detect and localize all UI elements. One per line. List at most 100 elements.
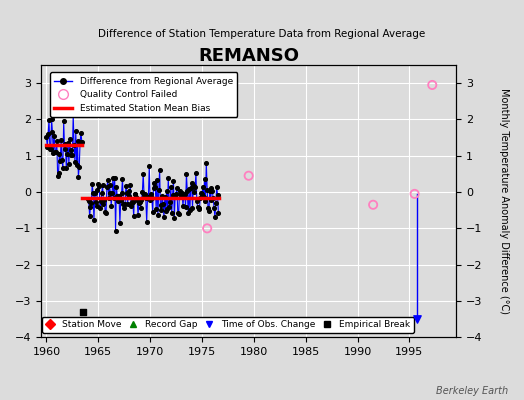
Point — [120, 204, 128, 211]
Point — [64, 140, 72, 146]
Point — [84, 196, 92, 202]
Point — [116, 220, 124, 226]
Point — [194, 206, 203, 212]
Point — [129, 213, 138, 219]
Point — [55, 151, 63, 157]
Point — [151, 184, 159, 191]
Point — [168, 192, 177, 198]
Point — [146, 197, 155, 203]
Point — [54, 170, 63, 176]
Point — [369, 202, 377, 208]
Point — [152, 206, 160, 212]
Point — [51, 149, 59, 156]
Point — [128, 198, 136, 205]
Point — [92, 199, 100, 206]
Point — [52, 138, 61, 144]
Point — [89, 190, 97, 196]
Point — [202, 160, 211, 166]
Point — [245, 172, 253, 179]
Point — [193, 198, 201, 204]
Point — [196, 195, 204, 202]
Point — [69, 112, 78, 118]
Point — [161, 194, 169, 200]
Point — [167, 184, 175, 190]
Point — [157, 202, 166, 208]
Point — [47, 116, 56, 122]
Point — [133, 197, 141, 204]
Point — [201, 198, 210, 204]
Point — [141, 191, 149, 198]
Point — [150, 185, 159, 191]
Point — [94, 181, 103, 188]
Point — [169, 178, 178, 184]
Point — [112, 228, 120, 234]
Point — [412, 316, 421, 322]
Point — [156, 166, 164, 173]
Point — [159, 201, 167, 207]
Point — [70, 142, 78, 148]
Point — [144, 195, 152, 201]
Point — [138, 189, 147, 196]
Point — [43, 144, 51, 150]
Point — [91, 190, 99, 196]
Point — [107, 202, 115, 209]
Point — [85, 213, 94, 220]
Point — [211, 214, 219, 220]
Point — [185, 207, 194, 213]
Point — [53, 173, 62, 179]
Point — [197, 190, 205, 196]
Point — [115, 193, 123, 200]
Point — [200, 194, 208, 200]
Point — [44, 131, 52, 138]
Point — [203, 225, 211, 232]
Point — [50, 133, 58, 139]
Point — [173, 184, 181, 191]
Point — [113, 193, 122, 200]
Point — [48, 129, 57, 136]
Point — [57, 136, 66, 143]
Point — [62, 165, 71, 171]
Point — [64, 160, 73, 167]
Point — [56, 158, 64, 165]
Text: Difference of Station Temperature Data from Regional Average: Difference of Station Temperature Data f… — [99, 29, 425, 39]
Point — [213, 192, 222, 198]
Point — [75, 163, 83, 170]
Point — [161, 208, 170, 214]
Point — [183, 188, 191, 195]
Point — [179, 203, 187, 209]
Point — [106, 190, 115, 196]
Point — [93, 186, 102, 193]
Point — [165, 204, 173, 211]
Point — [132, 194, 140, 201]
Point — [104, 177, 112, 184]
Point — [101, 208, 110, 215]
Point — [96, 205, 104, 211]
Point — [121, 201, 129, 207]
Point — [49, 149, 58, 156]
Point — [199, 184, 207, 190]
Point — [67, 152, 75, 158]
Point — [68, 152, 77, 158]
Point — [154, 212, 162, 218]
Point — [214, 210, 223, 216]
Point — [147, 190, 155, 197]
Point — [131, 191, 139, 197]
Point — [153, 176, 161, 183]
Point — [95, 182, 103, 189]
Point — [90, 217, 98, 223]
Point — [172, 191, 180, 198]
Point — [195, 205, 204, 211]
Point — [110, 195, 118, 201]
Point — [61, 140, 70, 147]
Point — [173, 210, 182, 216]
Point — [198, 191, 206, 197]
Y-axis label: Monthly Temperature Anomaly Difference (°C): Monthly Temperature Anomaly Difference (… — [499, 88, 509, 314]
Point — [74, 174, 83, 180]
Point — [171, 192, 179, 198]
Point — [174, 211, 183, 218]
Point — [178, 190, 187, 196]
Point — [135, 200, 143, 206]
Point — [163, 206, 171, 212]
Point — [136, 204, 145, 211]
Point — [193, 204, 202, 210]
